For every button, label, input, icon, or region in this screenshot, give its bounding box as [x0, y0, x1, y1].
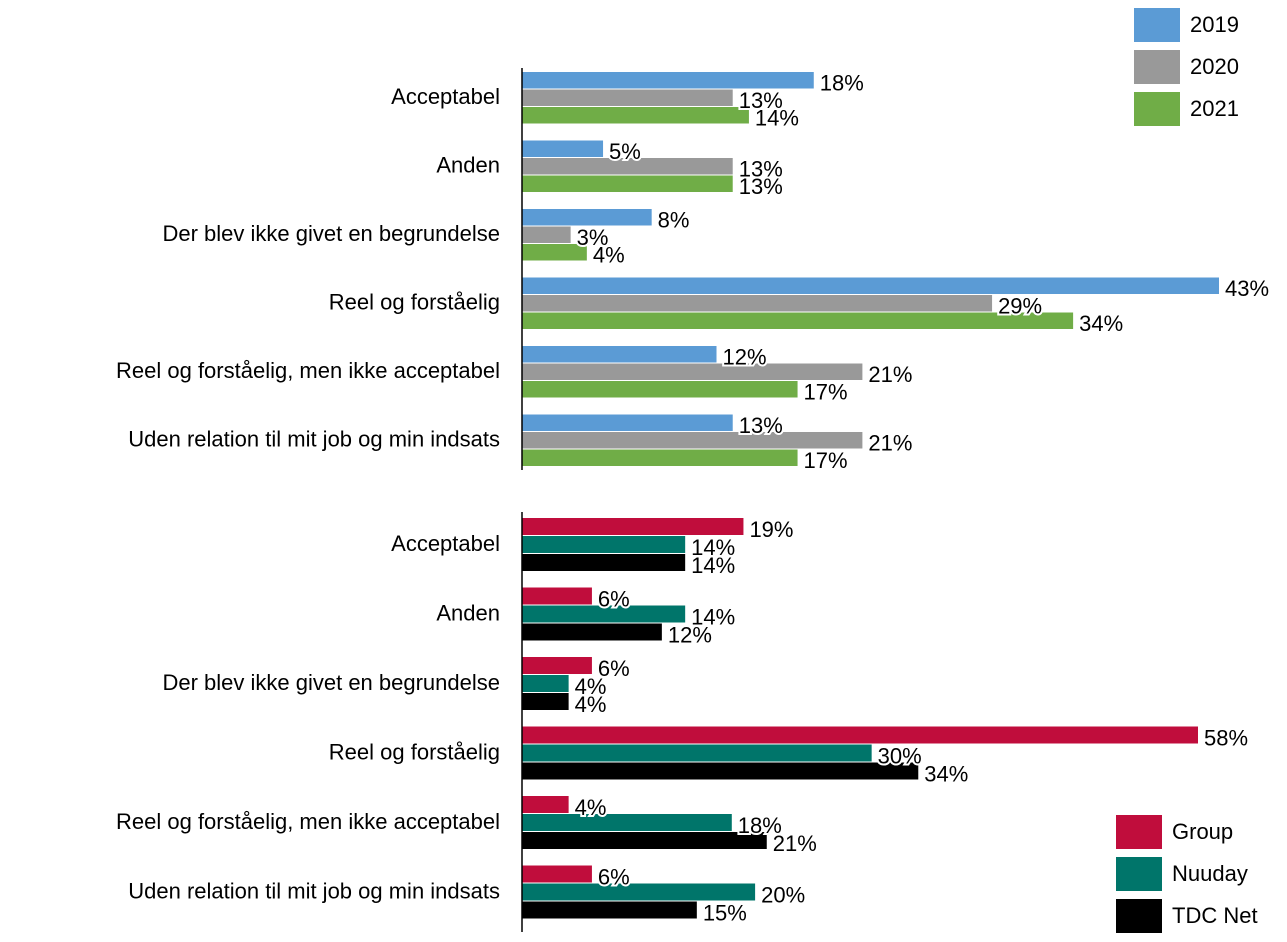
bar	[522, 518, 744, 535]
data-label: 6%	[598, 864, 630, 889]
bar	[522, 901, 697, 919]
bar	[522, 209, 652, 226]
data-label: 4%	[575, 795, 607, 820]
data-label: 6%	[598, 656, 630, 681]
data-label: 58%	[1204, 725, 1248, 750]
data-label: 13%	[739, 88, 783, 113]
bar	[522, 726, 1198, 744]
data-label: 21%	[868, 362, 912, 387]
category-label: Der blev ikke givet en begrundelse	[162, 670, 500, 695]
data-label: 17%	[804, 380, 848, 405]
bar	[522, 295, 993, 312]
bar	[522, 175, 733, 192]
bar	[522, 762, 919, 780]
bar	[522, 312, 1074, 329]
category-label: Reel og forståelig	[329, 290, 500, 315]
data-label: 14%	[691, 553, 735, 578]
bar	[522, 414, 733, 431]
bar	[522, 140, 604, 157]
data-label: 3%	[577, 225, 609, 250]
data-label: 14%	[755, 106, 799, 131]
bar	[522, 363, 863, 380]
legend-swatch	[1116, 815, 1162, 849]
data-label: 8%	[658, 208, 690, 233]
bar	[522, 865, 592, 883]
data-label: 20%	[761, 882, 805, 907]
category-label: Uden relation til mit job og min indsats	[128, 427, 500, 452]
category-label: Reel og forståelig	[329, 739, 500, 764]
bar	[522, 226, 571, 243]
bar	[522, 623, 662, 641]
data-label: 4%	[575, 674, 607, 699]
bar	[522, 693, 569, 710]
bar	[522, 449, 798, 466]
category-label: Acceptabel	[391, 531, 500, 556]
bar	[522, 381, 798, 398]
bar	[522, 744, 872, 762]
data-label: 13%	[739, 174, 783, 199]
bar	[522, 554, 686, 571]
data-label: 30%	[878, 743, 922, 768]
data-label: 14%	[691, 604, 735, 629]
bar	[522, 675, 569, 692]
data-label: 15%	[703, 900, 747, 925]
data-label: 4%	[593, 243, 625, 268]
legend-label: Group	[1172, 819, 1233, 844]
bar	[522, 832, 767, 849]
bar	[522, 605, 686, 623]
legend-label: TDC Net	[1172, 903, 1258, 928]
data-label: 34%	[1079, 311, 1123, 336]
bar	[522, 277, 1219, 294]
category-label: Reel og forståelig, men ikke acceptabel	[116, 809, 500, 834]
bar	[522, 587, 592, 605]
legend-label: Nuuday	[1172, 861, 1248, 886]
bar	[522, 107, 749, 124]
legend-label: 2021	[1190, 96, 1239, 121]
data-label: 21%	[773, 831, 817, 856]
data-label: 34%	[924, 761, 968, 786]
bar	[522, 72, 814, 89]
category-label: Anden	[436, 600, 500, 625]
bar	[522, 814, 732, 831]
data-label: 12%	[668, 622, 712, 647]
category-label: Acceptabel	[391, 84, 500, 109]
bar	[522, 536, 686, 553]
bar	[522, 244, 587, 261]
data-label: 29%	[998, 294, 1042, 319]
data-label: 18%	[820, 71, 864, 96]
data-label: 13%	[739, 157, 783, 182]
legend-swatch	[1134, 50, 1180, 84]
data-label: 6%	[598, 586, 630, 611]
category-label: Anden	[436, 153, 500, 178]
legend-swatch	[1134, 8, 1180, 42]
bar	[522, 796, 569, 813]
bar	[522, 657, 592, 674]
bar	[522, 158, 733, 175]
category-label: Reel og forståelig, men ikke acceptabel	[116, 358, 500, 383]
data-label: 5%	[609, 139, 641, 164]
data-label: 4%	[575, 692, 607, 717]
data-label: 13%	[739, 413, 783, 438]
legend-swatch	[1116, 857, 1162, 891]
bar	[522, 346, 717, 363]
legend-label: 2019	[1190, 12, 1239, 37]
legend-swatch	[1116, 899, 1162, 933]
data-label: 21%	[868, 431, 912, 456]
data-label: 14%	[691, 535, 735, 560]
data-label: 18%	[738, 813, 782, 838]
data-label: 12%	[723, 345, 767, 370]
data-label: 19%	[749, 517, 793, 542]
legend-label: 2020	[1190, 54, 1239, 79]
bar	[522, 883, 756, 901]
category-label: Der blev ikke givet en begrundelse	[162, 221, 500, 246]
data-label: 17%	[804, 448, 848, 473]
bar	[522, 89, 733, 106]
bar	[522, 432, 863, 449]
category-label: Uden relation til mit job og min indsats	[128, 878, 500, 903]
legend-swatch	[1134, 92, 1180, 126]
data-label: 43%	[1225, 276, 1269, 301]
